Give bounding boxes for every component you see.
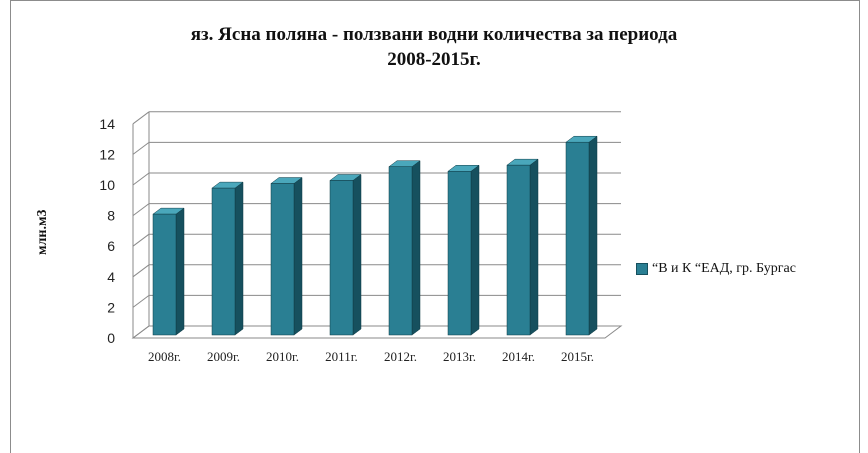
- bar: [388, 166, 413, 336]
- y-tick-label: 10: [99, 177, 115, 193]
- bar: [211, 187, 236, 336]
- bar-side: [529, 158, 539, 336]
- y-tick-label: 14: [99, 116, 115, 132]
- bar-side: [175, 207, 185, 336]
- legend: “В и К “ЕАД, гр. Бургас: [636, 261, 796, 277]
- x-tick-label: 2014г.: [502, 349, 535, 364]
- gridline-depth: [132, 233, 150, 247]
- x-tick-label: 2015г.: [561, 349, 594, 364]
- y-tick-label: 4: [107, 269, 115, 285]
- y-tick-label: 8: [107, 208, 115, 224]
- gridline-depth: [132, 203, 150, 217]
- bar: [447, 171, 472, 336]
- x-tick-label: 2008г.: [148, 349, 181, 364]
- y-tick-label: 12: [99, 146, 115, 162]
- x-tick-label: 2011г.: [325, 349, 358, 364]
- chart-frame: [10, 0, 860, 453]
- gridline-depth: [132, 111, 150, 125]
- bar: [329, 180, 354, 336]
- y-tick-label: 6: [107, 238, 115, 254]
- chart-title: яз. Ясна поляна - ползвани водни количес…: [0, 22, 868, 72]
- bar: [565, 141, 590, 336]
- bar: [506, 164, 531, 336]
- bar-side: [234, 181, 244, 336]
- y-tick-label: 0: [107, 330, 115, 346]
- gridline-depth: [132, 141, 150, 155]
- chart-title-line2: 2008-2015г.: [387, 49, 481, 70]
- bar-side: [293, 177, 303, 336]
- bar-side: [588, 135, 598, 336]
- x-tick-label: 2010г.: [266, 349, 299, 364]
- bar: [270, 183, 295, 336]
- gridline-depth: [132, 294, 150, 308]
- gridline-depth: [132, 264, 150, 278]
- bar-side: [470, 164, 480, 336]
- x-tick-label: 2009г.: [207, 349, 240, 364]
- bar: [152, 213, 177, 336]
- x-tick-label: 2012г.: [384, 349, 417, 364]
- gridline-depth: [132, 172, 150, 186]
- bar-side: [352, 173, 362, 336]
- legend-swatch: [636, 263, 648, 275]
- y-tick-label: 2: [107, 299, 115, 315]
- legend-label: “В и К “ЕАД, гр. Бургас: [652, 261, 796, 276]
- floor: [131, 325, 623, 339]
- chart-title-line1: яз. Ясна поляна - ползвани водни количес…: [190, 24, 678, 45]
- bar-side: [411, 160, 421, 336]
- x-tick-label: 2013г.: [443, 349, 476, 364]
